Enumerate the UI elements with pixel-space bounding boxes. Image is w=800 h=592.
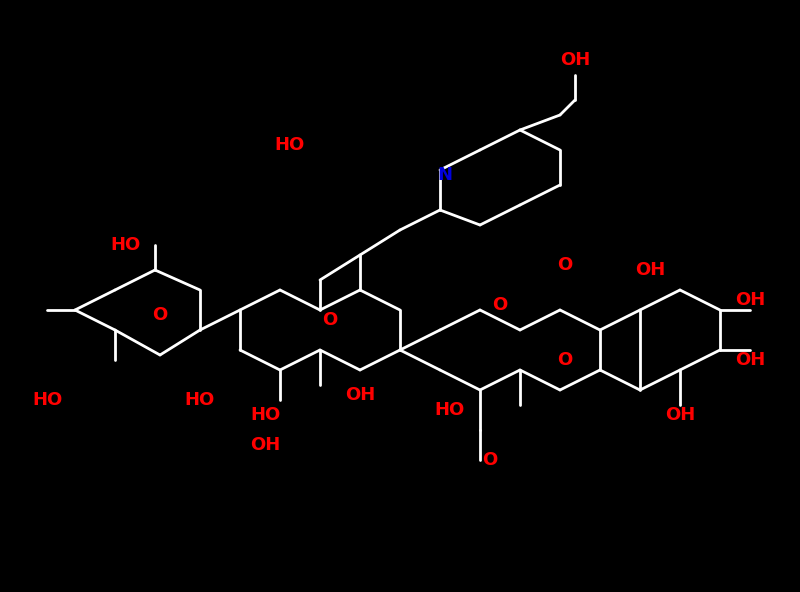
Text: O: O bbox=[152, 306, 168, 324]
Text: HO: HO bbox=[435, 401, 465, 419]
Text: HO: HO bbox=[110, 236, 140, 254]
Text: OH: OH bbox=[560, 51, 590, 69]
Text: OH: OH bbox=[345, 386, 375, 404]
Text: OH: OH bbox=[665, 406, 695, 424]
Text: OH: OH bbox=[735, 351, 765, 369]
Text: HO: HO bbox=[275, 136, 305, 154]
Text: O: O bbox=[558, 256, 573, 274]
Text: OH: OH bbox=[635, 261, 665, 279]
Text: N: N bbox=[438, 166, 453, 184]
Text: O: O bbox=[492, 296, 508, 314]
Text: HO: HO bbox=[250, 406, 280, 424]
Text: O: O bbox=[322, 311, 338, 329]
Text: O: O bbox=[558, 351, 573, 369]
Text: O: O bbox=[482, 451, 498, 469]
Text: OH: OH bbox=[250, 436, 280, 454]
Text: OH: OH bbox=[735, 291, 765, 309]
Text: HO: HO bbox=[185, 391, 215, 409]
Text: HO: HO bbox=[33, 391, 63, 409]
